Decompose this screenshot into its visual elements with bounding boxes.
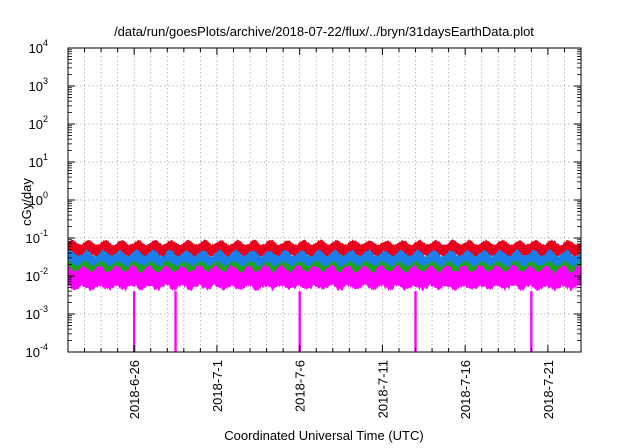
y-tick-label: 102 [29, 114, 48, 132]
y-tick-label: 103 [29, 76, 48, 94]
y-tick-label: 10-3 [26, 304, 48, 322]
series-dropout [414, 291, 417, 352]
x-tick-label: 2018-7-16 [458, 360, 473, 419]
x-axis-label: Coordinated Universal Time (UTC) [224, 428, 423, 443]
y-tick-label: 10-2 [26, 266, 48, 284]
chart-title: /data/run/goesPlots/archive/2018-07-22/f… [114, 24, 534, 39]
series-dropout [530, 291, 533, 352]
y-axis-label: cGy/day [19, 178, 34, 226]
x-tick-labels: 2018-6-26 2018-7-1 2018-7-6 2018-7-11 2018-7… [127, 360, 556, 419]
y-tick-label: 10-1 [26, 228, 48, 246]
y-tick-label: 10-4 [26, 342, 48, 360]
x-tick-label: 2018-7-11 [375, 360, 390, 418]
x-tick-label: 2018-7-6 [293, 360, 308, 412]
y-tick-label: 101 [29, 152, 48, 170]
series-dropout [132, 291, 136, 352]
y-tick-label: 104 [29, 38, 48, 56]
x-tick-label: 2018-7-21 [541, 360, 556, 419]
ticks [68, 47, 581, 353]
x-tick-label: 2018-6-26 [127, 360, 142, 419]
grid [68, 48, 581, 352]
series-dropout [174, 291, 177, 352]
x-tick-label: 2018-7-1 [210, 360, 225, 412]
series-dropout [298, 291, 301, 352]
series-layer [67, 239, 582, 352]
